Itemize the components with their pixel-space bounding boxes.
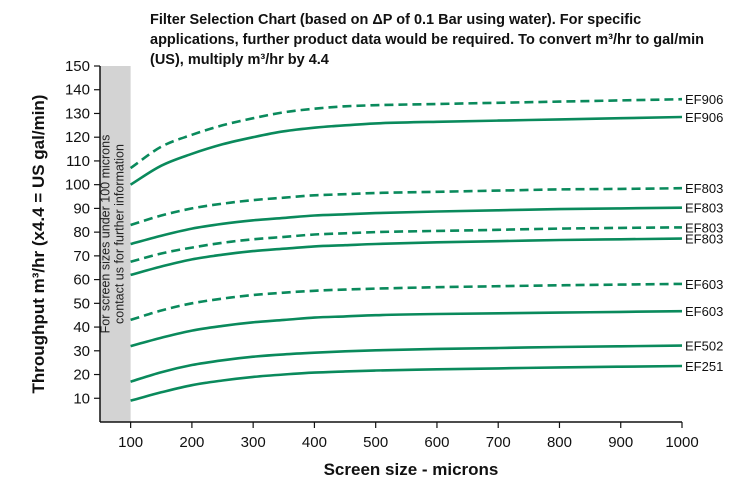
y-tick-label: 80 [73, 224, 90, 241]
y-tick-label: 140 [65, 82, 90, 99]
series-line-ef803-dashed [130, 186, 683, 227]
y-tick-label: 20 [73, 367, 90, 384]
shaded-region-layer: For screen sizes under 100 microns contac… [98, 66, 131, 422]
series-line-ef603-solid [130, 309, 683, 348]
series-line-ef251-solid [130, 364, 683, 402]
x-tick-label: 600 [424, 434, 449, 451]
series-label-ef603: EF603 [685, 277, 723, 292]
series-label-ef906: EF906 [685, 92, 723, 107]
x-tick-label: 700 [486, 434, 511, 451]
y-tick-label: 40 [73, 319, 90, 336]
y-tick-label: 60 [73, 272, 90, 289]
y-tick-label: 90 [73, 200, 90, 217]
series-label-ef502: EF502 [685, 339, 723, 354]
y-tick-label: 100 [65, 177, 90, 194]
series-label-ef803: EF803 [685, 220, 723, 235]
y-tick-label: 120 [65, 129, 90, 146]
y-tick-label: 10 [73, 390, 90, 407]
x-tick-label: 300 [241, 434, 266, 451]
y-tick-label: 50 [73, 295, 90, 312]
y-tick-label: 150 [65, 58, 90, 75]
y-tick-label: 110 [66, 153, 90, 170]
series-label-ef906: EF906 [685, 110, 723, 125]
series-line-ef906-solid [129, 115, 683, 186]
series-labels-layer: EF906EF906EF803EF803EF803EF803EF603EF603… [685, 92, 723, 374]
series-line-ef803-solid [130, 206, 683, 246]
x-tick-label: 200 [179, 434, 204, 451]
series-label-ef803: EF803 [685, 181, 723, 196]
y-axis-label: Throughput m³/hr (x4.4 = US gal/min) [29, 95, 48, 394]
axes-layer: 10 20 30 40 50 60 70 80 90 100 110 120 130 140 150 100 2… [29, 58, 699, 479]
x-tick-label: 900 [608, 434, 633, 451]
x-tick-label: 800 [547, 434, 572, 451]
series-label-ef803: EF803 [685, 201, 723, 216]
series-line-ef803-dashed [130, 226, 683, 264]
series-line-ef803-solid [130, 237, 683, 277]
y-tick-label: 130 [65, 105, 90, 122]
series-line-ef906-dashed [129, 97, 683, 170]
x-tick-label: 100 [118, 434, 143, 451]
series-layer [129, 97, 683, 402]
series-line-ef603-dashed [130, 282, 683, 322]
x-tick-label: 1000 [665, 434, 698, 451]
x-tick-label: 400 [302, 434, 327, 451]
shaded-region [100, 66, 131, 422]
y-tick-label: 30 [73, 343, 90, 360]
shaded-note-line2: contact us for further information [112, 144, 126, 324]
x-tick-label: 500 [363, 434, 388, 451]
shaded-note-line1: For screen sizes under 100 microns [98, 135, 112, 334]
series-label-ef803: EF803 [685, 232, 723, 247]
chart-title: Filter Selection Chart (based on ΔP of 0… [150, 12, 704, 68]
series-label-ef603: EF603 [685, 304, 723, 319]
y-tick-label: 70 [73, 248, 90, 265]
x-axis-label: Screen size - microns [324, 460, 499, 479]
series-label-ef251: EF251 [685, 359, 723, 374]
series-line-ef502-solid [130, 344, 683, 383]
